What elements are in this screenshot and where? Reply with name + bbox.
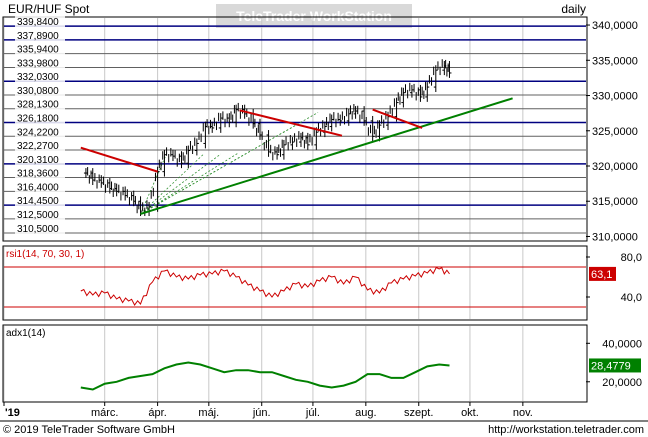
adx-y-axis: 20,0000 40,0000 28,4779 <box>586 338 642 389</box>
price-y-tick-label: 320,0000 <box>592 161 638 173</box>
trendlines <box>80 97 513 215</box>
price-gridlines <box>3 18 524 240</box>
rsi-line <box>80 266 450 306</box>
fibonacci-level-label: 333,9800 <box>17 58 59 69</box>
fibonacci-label-bg <box>15 140 65 152</box>
price-y-tick-label: 315,0000 <box>592 196 638 208</box>
fibonacci-level-label: 332,0300 <box>17 72 59 83</box>
fibonacci-label-bg <box>15 98 65 110</box>
fibonacci-label-bg <box>15 84 65 96</box>
fan-line <box>140 152 239 215</box>
price-y-tick-label: 330,0000 <box>592 91 638 103</box>
adx-path <box>80 361 450 391</box>
fibonacci-label-bg <box>15 208 65 220</box>
adx-panel-frame <box>2 324 588 403</box>
fibonacci-level-label: 328,1300 <box>17 100 59 111</box>
rsi-panel-frame <box>2 245 588 321</box>
time-axis-label: jún. <box>252 407 271 419</box>
time-axis-label: szept. <box>404 407 433 419</box>
rsi-last-value: 63,1 <box>591 269 612 281</box>
time-axis-label: máj. <box>198 407 219 419</box>
rsi-last-value-badge <box>589 266 616 281</box>
fibonacci-level-label: 310,5000 <box>17 224 59 235</box>
time-axis-label: márc. <box>91 407 119 419</box>
fibonacci-level-label: 320,3100 <box>17 155 59 166</box>
adx-line <box>80 361 450 391</box>
fibonacci-label-bg <box>15 43 65 55</box>
fibonacci-label-bg <box>15 71 65 83</box>
time-axis-label: '19 <box>5 407 20 419</box>
price-y-tick-label: 335,0000 <box>592 55 638 67</box>
fibonacci-label-bg <box>15 195 65 207</box>
fan-line <box>140 153 221 215</box>
price-bars <box>83 59 452 217</box>
fibonacci-level-label: 324,2200 <box>17 127 59 138</box>
time-axis-label: júl. <box>305 407 320 419</box>
adx-panel[interactable]: adx1(14) 20,0000 40,0000 28,4779 <box>2 324 642 403</box>
time-axis-label: okt. <box>461 407 479 419</box>
price-y-tick-label: 310,0000 <box>592 231 638 243</box>
fibonacci-level-label: 339,8400 <box>17 17 59 28</box>
fibonacci-level-label: 330,0800 <box>17 86 59 97</box>
symbol-title: EUR/HUF Spot <box>8 2 90 16</box>
adx-last-value-badge <box>589 358 641 373</box>
downtrend-line <box>239 109 343 137</box>
adx-y-tick-label: 20,0000 <box>602 377 642 389</box>
price-panel-frame <box>2 16 588 242</box>
fibonacci-level-labels: 339,8400 337,8900 335,9400 333,9800 332,0300… <box>15 16 65 235</box>
fibonacci-label-bg <box>15 181 65 193</box>
watermark-text: TeleTrader WorkStation <box>236 8 392 24</box>
fibonacci-label-bg <box>15 153 65 165</box>
fibonacci-label-bg <box>15 222 65 234</box>
price-panel[interactable]: 339,8400 337,8900 335,9400 333,9800 332,0300… <box>2 16 638 243</box>
rsi-panel-title: rsi1(14, 70, 30, 1) <box>6 249 84 260</box>
fibonacci-level-label: 316,4000 <box>17 182 59 193</box>
fibonacci-label-bg <box>15 57 65 69</box>
fibonacci-level-label: 322,2700 <box>17 141 59 152</box>
interval-label: daily <box>561 2 586 16</box>
fibonacci-label-bg <box>15 126 65 138</box>
fibonacci-levels <box>4 25 586 234</box>
uptrend-line <box>140 97 513 215</box>
time-axis: '19 márc. ápr. máj. jún. júl. aug. szept. okt. no… <box>3 401 586 419</box>
time-axis-label: aug. <box>355 407 376 419</box>
fibonacci-level-label: 318,3600 <box>17 169 59 180</box>
fibonacci-level-label: 335,9400 <box>17 45 59 56</box>
price-y-tick-label: 325,0000 <box>592 126 638 138</box>
rsi-y-tick-label: 40,0 <box>621 292 642 304</box>
fan-line <box>140 153 204 215</box>
time-axis-label: nov. <box>513 407 533 419</box>
fibonacci-level-label: 314,4500 <box>17 196 59 207</box>
source-url[interactable]: http://workstation.teletrader.com <box>488 424 644 436</box>
price-y-tick-label: 340,0000 <box>592 20 638 32</box>
fibonacci-level-label: 312,5000 <box>17 210 59 221</box>
adx-y-tick-label: 40,0000 <box>602 338 642 350</box>
fibonacci-label-bg <box>15 29 65 41</box>
price-y-axis: 310,0000 315,0000 320,0000 325,0000 330,0000… <box>586 20 638 243</box>
fan-line <box>140 154 167 215</box>
time-axis-label: ápr. <box>148 407 166 419</box>
rsi-levels <box>4 266 586 308</box>
adx-panel-title: adx1(14) <box>6 328 45 339</box>
rsi-panel[interactable]: rsi1(14, 70, 30, 1) 40,0 80,0 63,1 <box>2 245 642 321</box>
adx-last-value: 28,4779 <box>591 360 631 372</box>
fibonacci-label-bg <box>15 167 65 179</box>
fan-lines <box>140 112 319 215</box>
downtrend-line <box>372 108 423 129</box>
fibonacci-label-bg <box>15 112 65 124</box>
fibonacci-level-label: 337,8900 <box>17 31 59 42</box>
fibonacci-level-label: 326,1800 <box>17 113 59 124</box>
rsi-path <box>80 266 450 306</box>
adx-gridlines <box>3 326 524 401</box>
watermark-logo: TeleTrader WorkStation <box>216 4 412 28</box>
rsi-y-tick-label: 80,0 <box>621 252 642 264</box>
rsi-y-axis: 40,0 80,0 63,1 <box>586 252 642 304</box>
fibonacci-label-bg <box>15 16 65 28</box>
downtrend-line <box>80 146 158 173</box>
copyright-text: © 2019 TeleTrader Software GmbH <box>3 424 175 436</box>
